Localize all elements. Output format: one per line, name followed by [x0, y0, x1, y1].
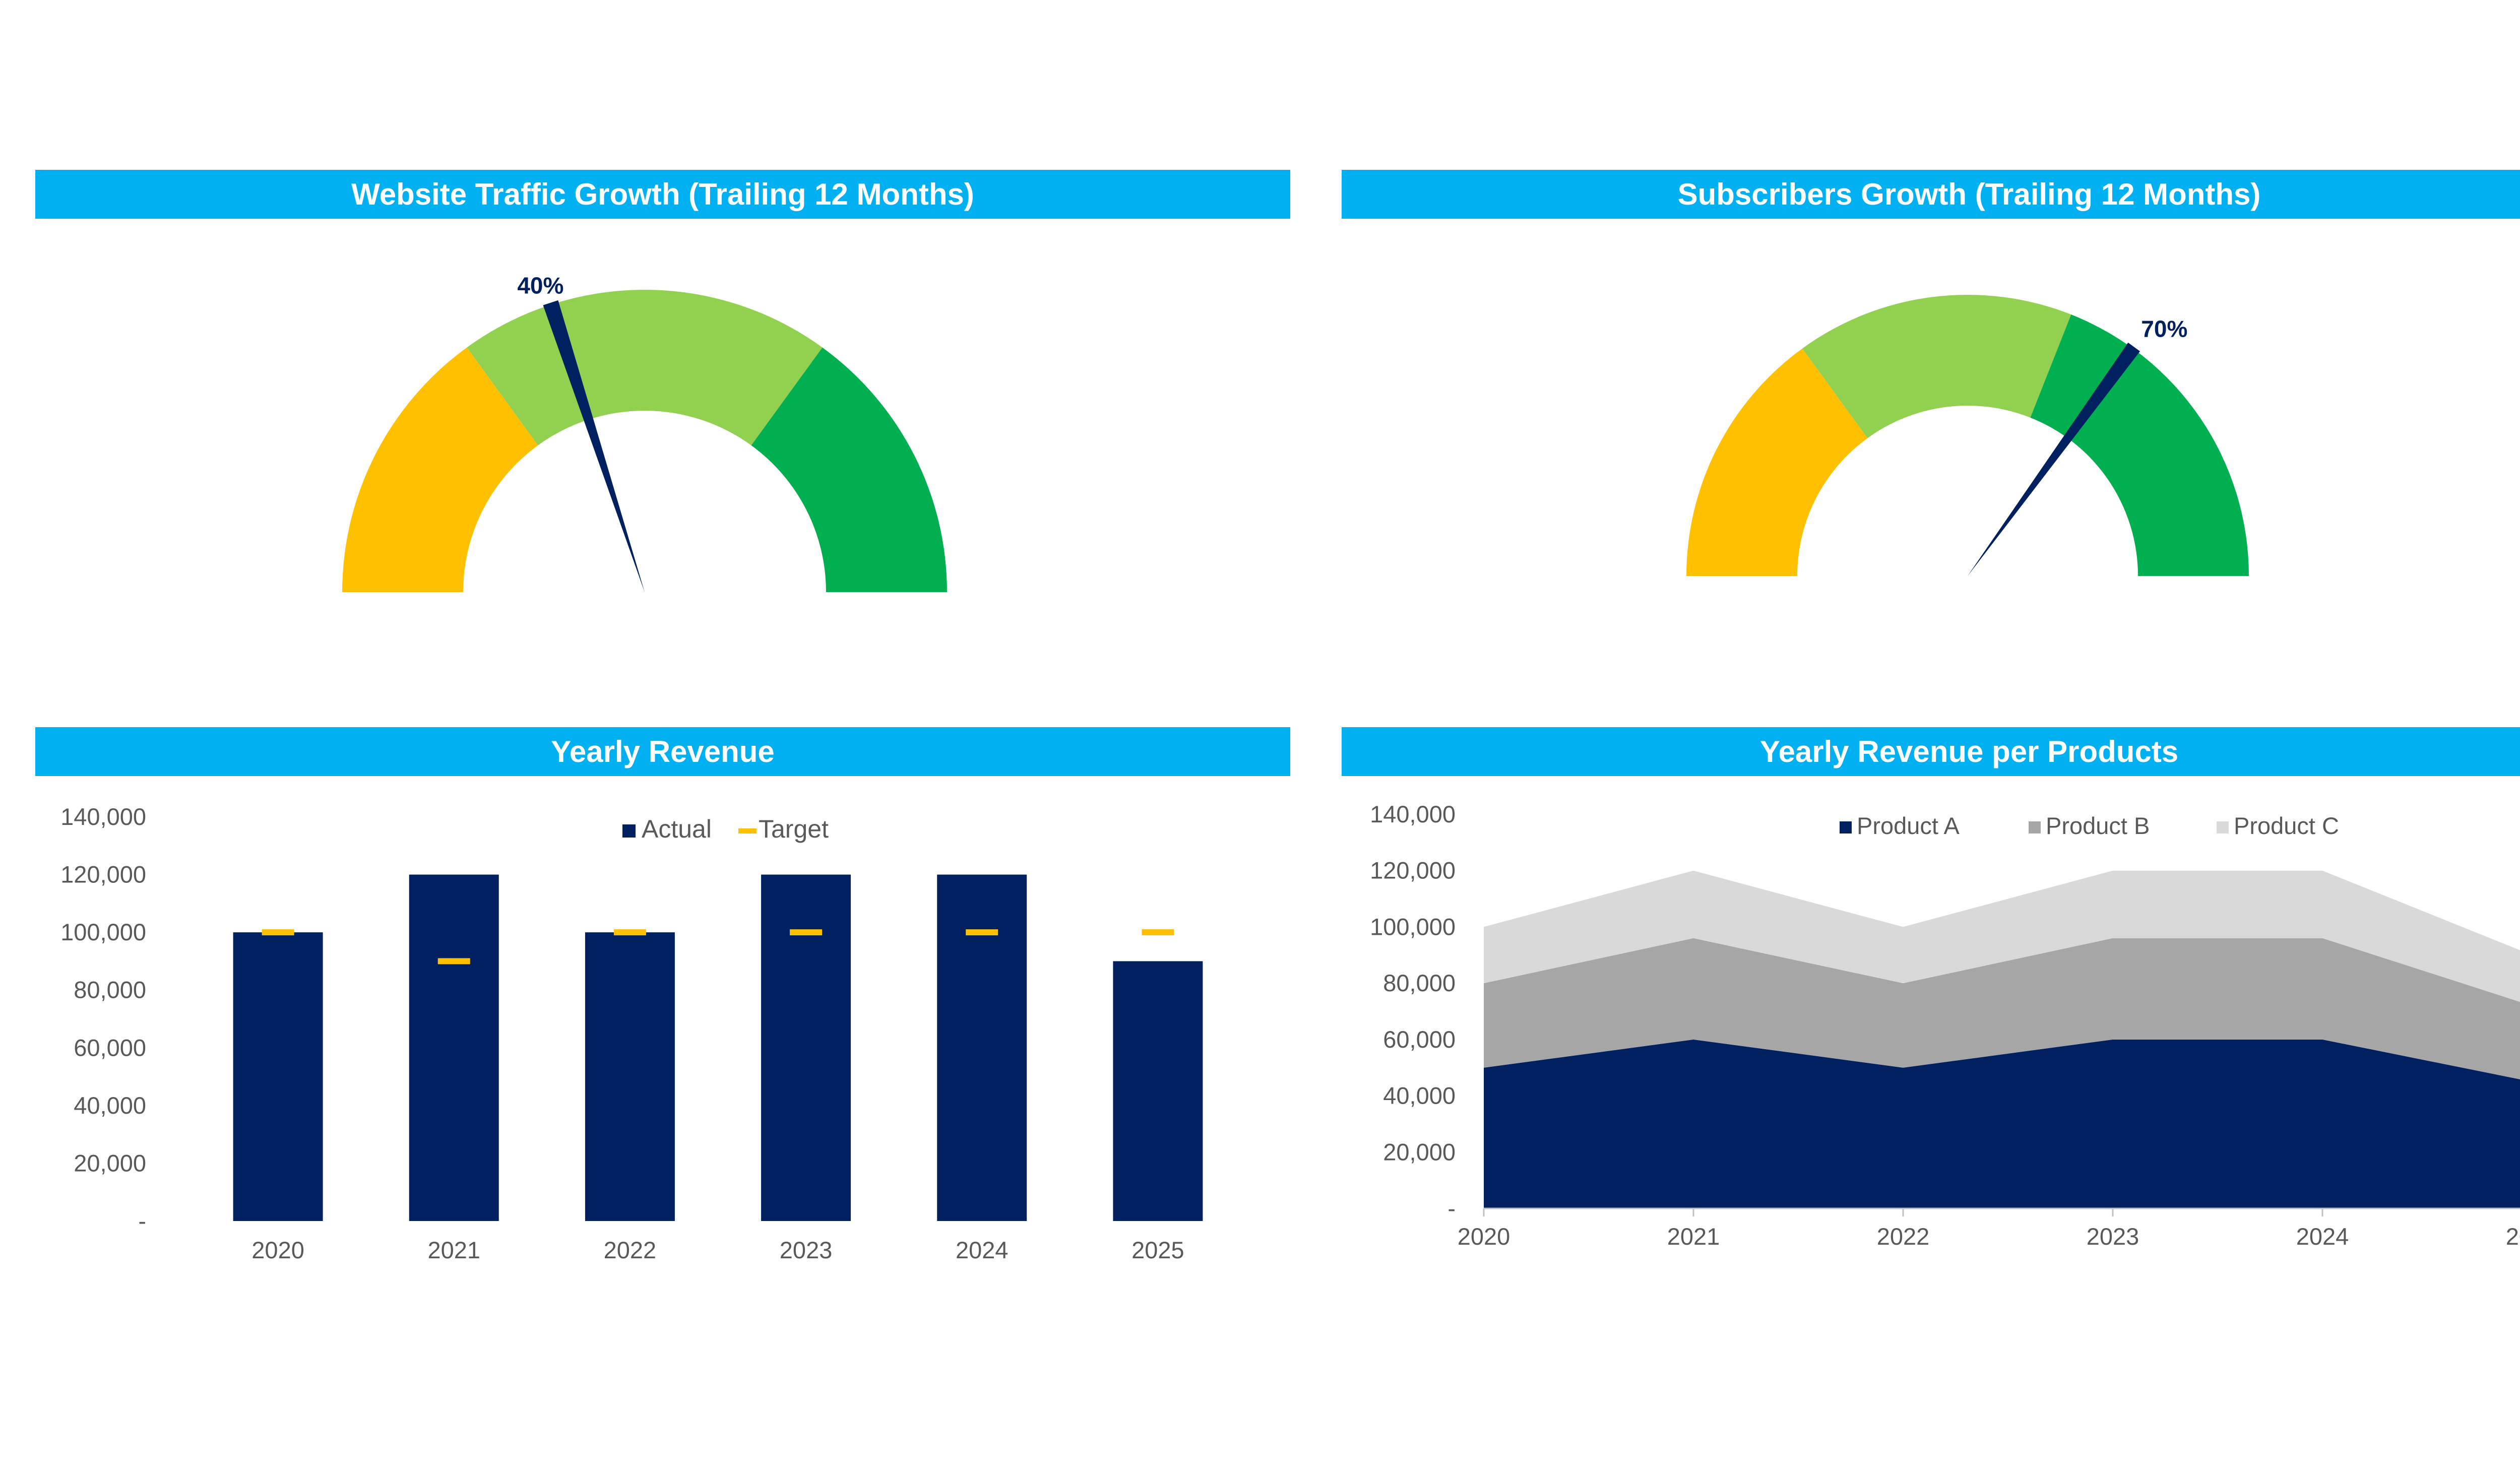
legend-swatch [2217, 821, 2229, 833]
gauge-value-label: 40% [517, 273, 563, 299]
y-tick-label: 20,000 [74, 1149, 146, 1176]
bar-actual [233, 932, 323, 1221]
gauge-band-1 [1802, 294, 2071, 438]
y-tick-label: 100,000 [1370, 913, 1456, 940]
y-tick-label: 40,000 [74, 1092, 146, 1119]
subscribers-growth-gauge: 70% [1686, 294, 2249, 576]
gauge-band-2 [2030, 314, 2249, 576]
target-marker [966, 929, 998, 936]
x-tick-label: 2022 [1877, 1223, 1930, 1250]
area-product-c [1484, 870, 2520, 1002]
legend-swatch [1840, 821, 1852, 833]
gauge-needle [543, 300, 645, 592]
bar-actual [761, 874, 851, 1221]
legend: Actual Target [622, 815, 829, 843]
x-tick-label: 2021 [427, 1237, 480, 1263]
target-marker [1142, 929, 1174, 936]
y-tick-label: 120,000 [1370, 857, 1456, 884]
x-tick-label: 2020 [1458, 1223, 1510, 1250]
x-tick-label: 2020 [251, 1237, 304, 1263]
legend: Product A Product B Product C [1840, 812, 2339, 839]
x-tick-label: 2023 [780, 1237, 833, 1263]
y-tick-label: 140,000 [60, 803, 146, 830]
y-tick-label: - [138, 1207, 146, 1234]
legend-label: Product B [2046, 812, 2150, 839]
gauge-value-label: 70% [2141, 315, 2187, 342]
subscribers-growth-header: Subscribers Growth (Trailing 12 Months) [1342, 170, 2520, 219]
revenue-per-products-header: Yearly Revenue per Products [1342, 727, 2520, 776]
bar-actual [937, 874, 1027, 1221]
legend-swatch-actual [622, 824, 636, 838]
x-tick-label: 2025 [1131, 1237, 1184, 1263]
target-marker [613, 929, 646, 936]
y-tick-label: 100,000 [60, 919, 146, 945]
gauge-needle [1968, 342, 2140, 576]
legend-label-target: Target [759, 815, 829, 843]
y-tick-label: 80,000 [74, 977, 146, 1003]
legend-swatch-target [738, 828, 757, 833]
gauge-band-0 [342, 347, 538, 592]
yearly-revenue-chart: - 20,000 40,000 60,000 80,000 100,000 120,000 1… [60, 803, 1203, 1263]
y-tick-label: 120,000 [60, 861, 146, 888]
gauge-band-2 [751, 347, 947, 592]
y-tick-label: 80,000 [1383, 970, 1456, 996]
traffic-growth-gauge: 40% [342, 273, 947, 592]
traffic-growth-header: Website Traffic Growth (Trailing 12 Mont… [35, 170, 1290, 219]
x-tick-label: 2024 [2296, 1223, 2349, 1250]
y-tick-label: - [1447, 1195, 1456, 1222]
y-tick-label: 40,000 [1383, 1082, 1456, 1109]
yearly-revenue-header: Yearly Revenue [35, 727, 1290, 776]
bar-actual [409, 874, 499, 1221]
legend-label-actual: Actual [642, 815, 712, 843]
y-tick-label: 60,000 [1383, 1026, 1456, 1053]
target-marker [437, 958, 470, 965]
legend-swatch [2029, 821, 2041, 833]
x-tick-label: 2023 [2087, 1223, 2139, 1250]
x-tick-label: 2025 [2506, 1223, 2520, 1250]
area-product-a [1484, 1039, 2520, 1208]
y-tick-label: 60,000 [74, 1034, 146, 1061]
y-tick-label: 20,000 [1383, 1138, 1456, 1165]
x-tick-label: 2024 [956, 1237, 1009, 1263]
area-product-b [1484, 938, 2520, 1079]
legend-label: Product C [2234, 812, 2339, 839]
x-tick-label: 2022 [604, 1237, 657, 1263]
legend-label: Product A [1857, 812, 1960, 839]
y-tick-label: 140,000 [1370, 801, 1456, 827]
bar-actual [1113, 961, 1203, 1221]
target-marker [262, 929, 294, 936]
target-marker [790, 929, 823, 936]
x-tick-label: 2021 [1667, 1223, 1720, 1250]
bar-actual [585, 932, 675, 1221]
revenue-per-products-chart: 2020 2021 2022 2023 2024 2025 - 20,000 40,000 60,… [1370, 801, 2520, 1250]
gauge-band-0 [1686, 348, 1868, 576]
